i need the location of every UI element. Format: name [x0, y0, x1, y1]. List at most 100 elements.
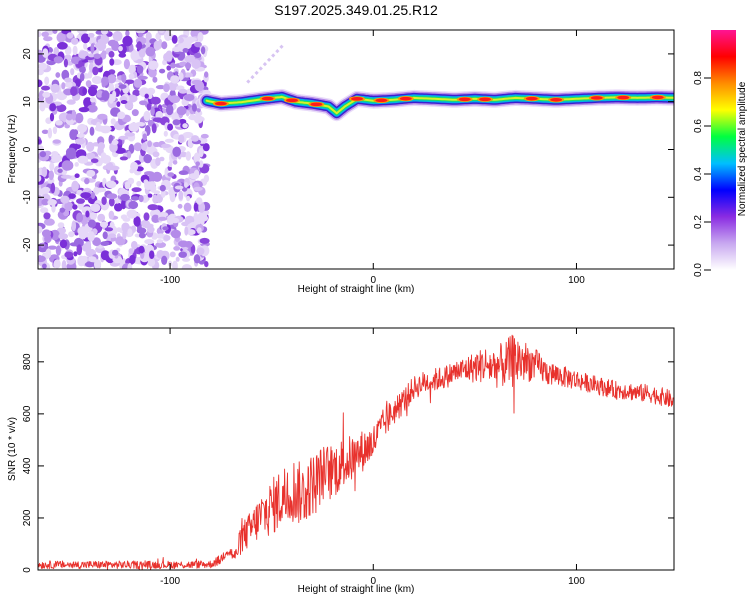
noise-blob — [181, 264, 193, 269]
noise-blob — [122, 230, 127, 240]
noise-blob — [114, 198, 120, 204]
noise-blob — [72, 204, 78, 210]
noise-blob — [40, 207, 49, 214]
noise-blob — [71, 109, 77, 121]
noise-blob — [70, 86, 78, 97]
noise-blob — [172, 260, 178, 269]
noise-blob — [61, 160, 73, 171]
noise-blob — [61, 82, 66, 90]
noise-blob — [136, 180, 142, 187]
noise-blob — [120, 193, 130, 202]
noise-blob — [111, 42, 120, 51]
noise-blob — [51, 151, 59, 157]
snr-y-axis: 0 200 400 600 800 — [22, 353, 674, 573]
noise-blob — [42, 91, 51, 98]
noise-blob — [147, 204, 159, 211]
noise-blob — [38, 62, 48, 71]
noise-blob — [148, 68, 157, 78]
noise-blob — [85, 210, 90, 218]
noise-blob — [114, 147, 126, 154]
noise-blob — [108, 210, 115, 220]
noise-blob — [64, 201, 74, 212]
noise-blob — [55, 104, 67, 113]
noise-blob — [161, 143, 171, 148]
noise-blob — [135, 30, 146, 34]
noise-blob — [108, 233, 117, 238]
noise-blob — [97, 113, 108, 120]
noise-blob — [156, 239, 164, 244]
noise-blob — [125, 30, 130, 37]
noise-blob — [101, 90, 110, 101]
noise-blob — [55, 120, 63, 126]
noise-blob — [76, 198, 85, 204]
noise-blob — [132, 89, 141, 97]
noise-blob — [155, 241, 166, 248]
noise-blob — [144, 171, 155, 176]
noise-blob — [136, 65, 144, 74]
y-tick-label: 20 — [22, 48, 33, 60]
noise-blob — [182, 257, 191, 262]
ridge-peak — [525, 96, 538, 101]
noise-blob — [167, 172, 175, 177]
noise-blob — [147, 193, 153, 198]
noise-blob — [38, 68, 44, 76]
noise-blob — [128, 143, 135, 154]
noise-blob — [97, 213, 106, 222]
noise-blob — [155, 110, 163, 120]
noise-blob — [100, 30, 109, 35]
noise-blob — [169, 251, 176, 258]
noise-blob — [118, 52, 127, 58]
noise-blob — [195, 197, 203, 205]
noise-blob — [90, 158, 99, 163]
noise-blob — [84, 177, 90, 185]
noise-blob — [155, 233, 166, 239]
y-tick-label: 600 — [22, 405, 33, 422]
noise-blob — [146, 87, 156, 95]
noise-blob — [195, 161, 200, 167]
noise-blob — [65, 113, 73, 121]
noise-blob — [61, 260, 67, 269]
heatmap-x-label: Height of straight line (km) — [298, 284, 415, 295]
noise-blob — [91, 76, 103, 84]
noise-blob — [72, 45, 78, 56]
noise-blob — [182, 48, 189, 53]
noise-blob — [90, 97, 96, 103]
noise-blob — [172, 146, 181, 157]
noise-blob — [43, 212, 51, 220]
noise-blob — [64, 90, 72, 96]
noise-blob — [152, 151, 160, 158]
noise-blob — [159, 184, 166, 192]
noise-blob — [142, 133, 147, 141]
noise-blob — [87, 53, 96, 58]
y-tick-label: 0 — [22, 146, 33, 152]
noise-blob — [193, 186, 203, 191]
noise-blob — [176, 106, 187, 116]
colorbar-ticks: 0.0 0.2 0.4 0.6 0.8 — [693, 71, 711, 277]
noise-blob — [66, 99, 76, 105]
faint-streak — [246, 43, 285, 84]
noise-blob — [203, 174, 210, 183]
noise-blob — [194, 52, 202, 59]
noise-blob — [153, 40, 161, 51]
noise-blob — [179, 61, 187, 67]
noise-blob — [196, 107, 201, 113]
noise-blob — [52, 139, 61, 144]
noise-blob — [184, 182, 188, 188]
noise-blob — [163, 234, 171, 241]
noise-blob — [105, 180, 117, 189]
noise-blob — [183, 202, 192, 212]
noise-blob — [129, 254, 136, 265]
noise-blob — [184, 241, 193, 248]
noise-blob — [81, 255, 88, 264]
noise-blob — [143, 212, 150, 221]
noise-blob — [196, 227, 202, 234]
noise-blob — [118, 84, 127, 89]
noise-blob — [81, 206, 93, 215]
noise-blob — [179, 151, 188, 158]
noise-blob — [138, 32, 144, 38]
noise-blob — [75, 112, 84, 124]
noise-blob — [171, 116, 182, 121]
ridge-peak — [375, 98, 388, 103]
noise-blob — [117, 138, 123, 146]
noise-blob — [193, 169, 200, 179]
